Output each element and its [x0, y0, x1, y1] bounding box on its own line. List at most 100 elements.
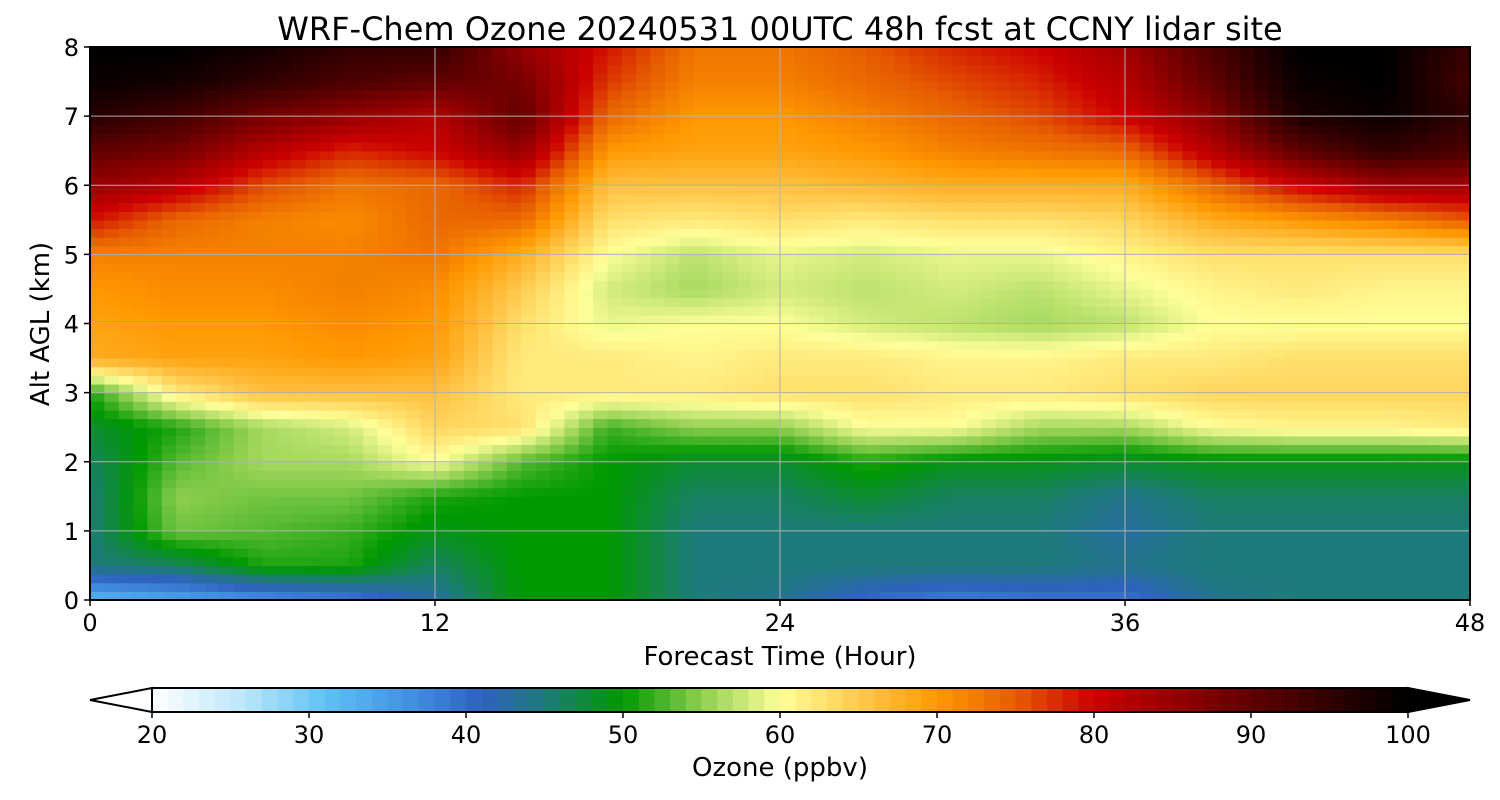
heatmap-cell [1211, 539, 1227, 549]
heatmap-cell [1441, 219, 1457, 230]
heatmap-cell [104, 401, 120, 411]
heatmap-cell [794, 271, 810, 281]
heatmap-cell [1125, 574, 1140, 584]
heatmap-cell [320, 487, 335, 497]
heatmap-cell [1254, 288, 1270, 299]
heatmap-cell [104, 185, 120, 195]
heatmap-cell [1153, 211, 1169, 221]
heatmap-cell [1240, 237, 1255, 247]
heatmap-cell [1412, 306, 1428, 316]
heatmap-cell [794, 193, 810, 204]
heatmap-cell [190, 150, 206, 160]
heatmap-cell [1010, 202, 1025, 212]
heatmap-cell [1369, 375, 1385, 385]
heatmap-cell [1168, 211, 1184, 221]
heatmap-cell [535, 375, 551, 385]
heatmap-cell [1153, 271, 1169, 281]
heatmap-cell [909, 211, 925, 221]
heatmap-cell [435, 159, 450, 169]
heatmap-cell [909, 409, 925, 420]
heatmap-cell [1010, 401, 1025, 411]
heatmap-cell [478, 582, 494, 592]
heatmap-cell [1182, 297, 1198, 307]
heatmap-cell [952, 409, 968, 420]
heatmap-cell [995, 453, 1011, 463]
heatmap-cell [391, 565, 407, 575]
heatmap-cell [334, 444, 350, 454]
heatmap-cell [909, 427, 925, 437]
heatmap-cell [1196, 245, 1212, 255]
heatmap-cell [276, 375, 292, 385]
heatmap-cell [1254, 504, 1270, 515]
heatmap-cell [1038, 219, 1054, 230]
heatmap-cell [320, 522, 335, 532]
heatmap-cell [305, 288, 321, 299]
heatmap-cell [1125, 470, 1140, 480]
heatmap-cell [1125, 539, 1140, 549]
heatmap-cell [90, 591, 105, 601]
heatmap-cell [205, 444, 220, 454]
heatmap-cell [1096, 349, 1112, 359]
heatmap-cell [391, 314, 407, 325]
heatmap-cell [650, 548, 666, 558]
heatmap-cell [205, 574, 220, 584]
heatmap-cell [550, 530, 565, 541]
heatmap-cell [550, 349, 565, 359]
heatmap-cell [693, 245, 709, 255]
heatmap-cell [837, 245, 853, 255]
heatmap-cell [952, 254, 968, 264]
heatmap-cell [722, 263, 738, 273]
heatmap-cell [1053, 513, 1069, 523]
heatmap-cell [794, 340, 810, 351]
heatmap-cell [923, 548, 939, 558]
heatmap-cell [665, 513, 680, 523]
heatmap-cell [938, 185, 954, 195]
heatmap-cell [995, 211, 1011, 221]
heatmap-cell [1268, 496, 1284, 506]
heatmap-cell [607, 591, 623, 601]
heatmap-cell [765, 211, 781, 221]
heatmap-cell [593, 487, 609, 497]
heatmap-cell [1139, 254, 1155, 264]
heatmap-cell [161, 219, 177, 230]
heatmap-cell [708, 496, 724, 506]
heatmap-cell [435, 582, 450, 592]
heatmap-cell [1311, 159, 1327, 169]
heatmap-cell [233, 271, 249, 281]
heatmap-cell [1455, 392, 1471, 402]
heatmap-cell [1398, 409, 1414, 420]
heatmap-cell [550, 591, 565, 601]
heatmap-cell [133, 513, 149, 523]
heatmap-cell [650, 167, 666, 178]
heatmap-cell [348, 582, 364, 592]
heatmap-cell [880, 228, 896, 238]
heatmap-cell [118, 392, 134, 402]
heatmap-cell [492, 306, 508, 316]
heatmap-cell [420, 427, 436, 437]
heatmap-cell [1225, 530, 1241, 541]
heatmap-cell [1455, 358, 1471, 368]
heatmap-cell [262, 574, 278, 584]
heatmap-cell [305, 548, 321, 558]
heatmap-cell [1139, 539, 1155, 549]
heatmap-cell [1225, 444, 1241, 454]
heatmap-cell [665, 574, 680, 584]
heatmap-cell [665, 392, 680, 402]
heatmap-cell [1254, 159, 1270, 169]
heatmap-cell [1369, 349, 1385, 359]
heatmap-cell [1211, 591, 1227, 601]
heatmap-cell [291, 271, 307, 281]
heatmap-cell [938, 548, 954, 558]
heatmap-cell [133, 565, 149, 575]
heatmap-cell [823, 504, 839, 515]
heatmap-cell [866, 582, 882, 592]
heatmap-cell [248, 271, 264, 281]
heatmap-cell [952, 297, 968, 307]
heatmap-cell [952, 263, 968, 273]
heatmap-cell [1355, 383, 1370, 394]
heatmap-cell [535, 582, 551, 592]
heatmap-cell [1196, 219, 1212, 230]
heatmap-cell [1311, 237, 1327, 247]
heatmap-cell [478, 176, 494, 186]
heatmap-cell [650, 383, 666, 394]
